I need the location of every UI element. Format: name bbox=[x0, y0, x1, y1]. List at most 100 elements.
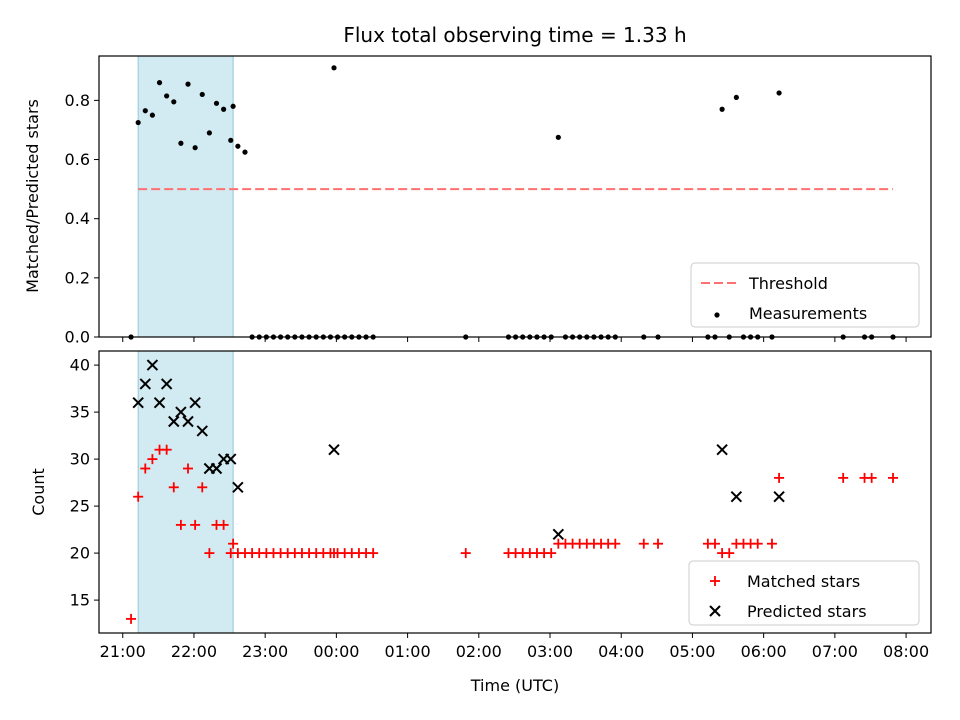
measurement-point bbox=[135, 119, 141, 126]
matched-star-marker bbox=[866, 472, 877, 483]
matched-star-marker bbox=[638, 538, 649, 549]
matched-star-marker bbox=[175, 519, 186, 530]
measurement-point bbox=[213, 100, 220, 106]
bottom-y-axis-label: Count bbox=[29, 468, 48, 516]
predicted-star-marker bbox=[328, 443, 340, 456]
legend-entry: Measurements bbox=[714, 304, 867, 323]
measurement-point bbox=[228, 137, 234, 143]
legend-entry: Matched stars bbox=[710, 572, 860, 591]
bottom-panel: 15 20 25 30 35 40 21:00 22:00 23:00 00:00 01:00 02:… bbox=[70, 350, 932, 661]
top-panel: 0.0 0.2 0.4 0.6 0.8 Threshold Measurements bbox=[65, 55, 932, 347]
highlight-span bbox=[137, 350, 234, 634]
legend-label: Measurements bbox=[749, 304, 867, 323]
matched-star-marker bbox=[610, 538, 621, 549]
predicted-star-marker bbox=[716, 443, 728, 456]
top-plot-frame bbox=[98, 55, 932, 338]
top-y-tick-label: 0.6 bbox=[65, 150, 90, 169]
matched-star-marker bbox=[147, 454, 158, 465]
bottom-y-tick-label: 20 bbox=[70, 544, 90, 563]
x-tick-label: 02:00 bbox=[456, 642, 502, 661]
measurement-point bbox=[235, 143, 241, 149]
matched-star-marker bbox=[218, 519, 229, 530]
predicted-star-marker bbox=[225, 453, 237, 465]
predicted-star-marker bbox=[168, 415, 180, 428]
x-tick-label: 08:00 bbox=[883, 642, 929, 661]
x-tick-label: 05:00 bbox=[669, 642, 715, 661]
x-tick-label: 00:00 bbox=[313, 642, 359, 661]
highlight-span bbox=[137, 55, 234, 338]
matched-star-marker bbox=[368, 548, 379, 559]
x-tick-label: 03:00 bbox=[527, 642, 573, 661]
x-tick-label: 22:00 bbox=[171, 642, 217, 661]
matched-star-marker bbox=[228, 538, 239, 549]
legend-label: Predicted stars bbox=[747, 602, 867, 621]
legend-entry: Predicted stars bbox=[709, 602, 867, 621]
matched-star-marker bbox=[140, 463, 151, 474]
bottom-y-tick-label: 15 bbox=[70, 591, 90, 610]
bottom-legend: Matched stars Predicted stars bbox=[688, 560, 920, 626]
x-tick-label: 04:00 bbox=[598, 642, 644, 661]
matched-star-marker bbox=[838, 472, 849, 483]
measurement-point bbox=[776, 90, 782, 96]
top-y-tick-label: 0.2 bbox=[65, 268, 90, 287]
measurement-point bbox=[242, 149, 248, 155]
matched-star-marker bbox=[183, 463, 194, 474]
predicted-star-marker bbox=[210, 462, 223, 475]
legend-measurement-swatch bbox=[714, 312, 720, 318]
predicted-star-marker bbox=[773, 490, 785, 503]
predicted-star-marker bbox=[232, 481, 244, 494]
matched-star-marker bbox=[126, 613, 137, 624]
matched-star-marker bbox=[190, 519, 201, 530]
legend-box bbox=[690, 262, 920, 328]
bottom-plot-frame bbox=[98, 350, 932, 634]
predicted-star-marker bbox=[153, 396, 166, 409]
matched-star-marker bbox=[197, 482, 208, 493]
matched-star-marker bbox=[460, 548, 471, 559]
measurement-point bbox=[331, 65, 337, 71]
bottom-y-tick-label: 35 bbox=[70, 403, 90, 422]
x-tick-label: 07:00 bbox=[812, 642, 858, 661]
measurement-point bbox=[555, 134, 561, 140]
matched-star-marker bbox=[752, 538, 763, 549]
predicted-star-marker bbox=[189, 396, 201, 409]
measurement-point bbox=[230, 103, 236, 109]
measurement-point bbox=[192, 145, 198, 151]
measurement-point bbox=[156, 80, 163, 86]
legend-label: Matched stars bbox=[747, 572, 860, 591]
x-tick-label: 23:00 bbox=[242, 642, 288, 661]
matched-star-marker bbox=[709, 538, 720, 549]
top-y-axis-label: Matched/Predicted stars bbox=[23, 99, 42, 293]
matched-star-marker bbox=[888, 472, 899, 483]
measurement-point bbox=[142, 108, 148, 114]
top-y-tick-label: 0.8 bbox=[65, 91, 90, 110]
predicted-star-marker bbox=[175, 406, 187, 418]
matched-star-marker bbox=[168, 482, 179, 493]
measurement-point bbox=[199, 91, 205, 98]
legend-entry: Threshold bbox=[701, 274, 828, 293]
matched-star-marker bbox=[161, 444, 172, 455]
top-legend: Threshold Measurements bbox=[690, 262, 920, 328]
matched-star-marker bbox=[133, 491, 144, 502]
measurement-point bbox=[164, 93, 170, 99]
predicted-star-marker bbox=[139, 378, 151, 390]
bottom-y-tick-label: 30 bbox=[70, 450, 90, 469]
x-tick-label: 06:00 bbox=[741, 642, 787, 661]
measurement-point bbox=[719, 106, 725, 112]
measurement-point bbox=[149, 112, 156, 118]
predicted-star-marker bbox=[182, 415, 194, 428]
predicted-star-marker bbox=[552, 528, 565, 541]
chart-title: Flux total observing time = 1.33 h bbox=[343, 23, 686, 47]
predicted-star-marker bbox=[730, 490, 743, 503]
matched-star-marker bbox=[724, 548, 735, 559]
bottom-y-tick-label: 25 bbox=[70, 497, 90, 516]
matched-star-marker bbox=[653, 538, 664, 549]
predicted-star-marker bbox=[196, 425, 208, 437]
predicted-star-marker bbox=[132, 396, 144, 409]
measurement-point bbox=[171, 99, 177, 105]
x-axis-label: Time (UTC) bbox=[470, 676, 559, 695]
matched-star-marker bbox=[546, 548, 557, 559]
bottom-y-tick-label: 40 bbox=[70, 356, 90, 375]
top-y-tick-label: 0.0 bbox=[65, 328, 90, 347]
matched-star-marker bbox=[204, 548, 215, 559]
